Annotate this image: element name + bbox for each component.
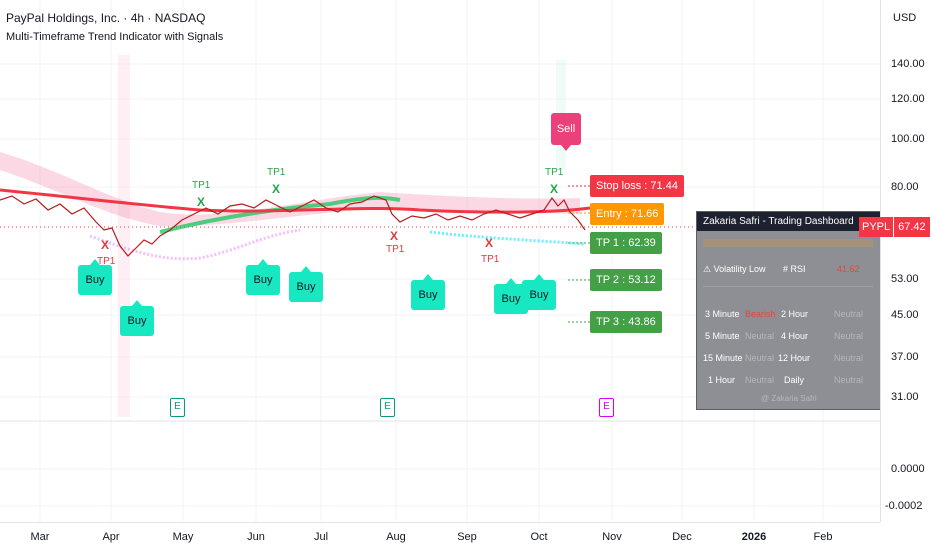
time-tick: Jul bbox=[313, 531, 329, 543]
tf-4h-value: Neutral bbox=[834, 331, 864, 341]
buy-signal: Buy bbox=[522, 274, 556, 310]
tp1-marker-top: TP1 bbox=[192, 180, 211, 191]
price-tick: 80.00 bbox=[891, 181, 919, 193]
tf-15min-value: Neutral bbox=[745, 353, 775, 363]
buy-signal: Buy bbox=[120, 300, 154, 336]
last-price-badge: 67.42 bbox=[894, 217, 930, 237]
tf-3min-value: Bearish bbox=[745, 309, 776, 319]
tp1-marker-bottom: TP1 bbox=[97, 256, 116, 267]
dashboard-divider bbox=[703, 286, 873, 287]
ma-dotted-cyan bbox=[429, 230, 586, 246]
ma-ribbon-green bbox=[159, 195, 401, 234]
time-tick: Jun bbox=[247, 531, 265, 543]
time-tick: Nov bbox=[602, 531, 622, 543]
buy-signal: Buy bbox=[411, 274, 445, 310]
price-tick: 37.00 bbox=[891, 351, 919, 363]
earnings-marker-upcoming[interactable]: E bbox=[599, 398, 614, 417]
price-tick: 120.00 bbox=[891, 93, 925, 105]
price-tick: 53.00 bbox=[891, 273, 919, 285]
price-tick: 0.0000 bbox=[891, 463, 925, 475]
tf-4h-label: 4 Hour bbox=[781, 331, 809, 341]
time-tick: Aug bbox=[386, 531, 406, 543]
bearish-highlight-band bbox=[118, 55, 130, 417]
tf-daily-label: Daily bbox=[784, 375, 805, 385]
price-tick: -0.0002 bbox=[885, 500, 923, 512]
volatility-value: Low bbox=[749, 264, 766, 274]
time-axis[interactable]: Mar Apr May Jun Jul Aug Sep Oct Nov Dec … bbox=[0, 522, 880, 551]
dashboard-title: Zakaria Safri - Trading Dashboard bbox=[697, 212, 880, 231]
time-tick-year: 2026 bbox=[741, 531, 767, 543]
tp1-marker-bottom: TP1 bbox=[481, 254, 500, 265]
tf-2h-label: 2 Hour bbox=[781, 309, 809, 319]
buy-signal: Buy bbox=[246, 259, 280, 295]
buy-signal: Buy bbox=[289, 266, 323, 302]
tf-2h-value: Neutral bbox=[834, 309, 864, 319]
tf-5min-label: 5 Minute bbox=[705, 331, 740, 341]
tf-5min-value: Neutral bbox=[745, 331, 775, 341]
symbol-badge: PYPL bbox=[859, 217, 894, 237]
x-marker-green: X bbox=[550, 182, 559, 196]
tf-daily-value: Neutral bbox=[834, 375, 864, 385]
stop-loss-tag: Stop loss : 71.44 bbox=[590, 175, 684, 197]
tp1-marker-top: TP1 bbox=[267, 167, 286, 178]
tp1-marker-bottom: TP1 bbox=[386, 244, 405, 255]
price-axis[interactable]: USD 140.00 120.00 100.00 80.00 53.00 45.… bbox=[880, 0, 932, 522]
time-tick: Sep bbox=[457, 531, 477, 543]
tp2-tag: TP 2 : 53.12 bbox=[590, 269, 662, 291]
buy-signal: Buy bbox=[78, 259, 112, 295]
earnings-marker[interactable]: E bbox=[380, 398, 395, 417]
tf-12h-label: 12 Hour bbox=[778, 353, 811, 363]
indicator-name[interactable]: Multi-Timeframe Trend Indicator with Sig… bbox=[6, 31, 224, 43]
time-tick: Apr bbox=[102, 531, 120, 543]
price-tick: 140.00 bbox=[891, 58, 925, 70]
time-tick: Dec bbox=[672, 531, 692, 543]
price-series bbox=[0, 195, 586, 257]
ma-ribbon-upper bbox=[0, 152, 580, 227]
price-tick: 31.00 bbox=[891, 391, 919, 403]
price-tick: 45.00 bbox=[891, 309, 919, 321]
price-tick: 100.00 bbox=[891, 133, 925, 145]
sell-signal: Sell bbox=[551, 113, 581, 145]
ma-dotted-magenta bbox=[89, 228, 301, 261]
trading-dashboard: Zakaria Safri - Trading Dashboard ⚠ Vola… bbox=[696, 211, 881, 410]
symbol-title[interactable]: PayPal Holdings, Inc. · 4h · NASDAQ bbox=[6, 11, 206, 25]
chart-area[interactable]: PayPal Holdings, Inc. · 4h · NASDAQ Mult… bbox=[0, 0, 881, 522]
earnings-marker[interactable]: E bbox=[170, 398, 185, 417]
x-marker-red: X bbox=[390, 229, 399, 243]
time-tick: Oct bbox=[530, 531, 548, 543]
dashboard-status-row bbox=[703, 239, 873, 247]
sell-label: Sell bbox=[556, 123, 576, 135]
x-marker-green: X bbox=[197, 195, 206, 209]
tf-1h-label: 1 Hour bbox=[708, 375, 736, 385]
tf-15min-label: 15 Minute bbox=[703, 353, 743, 363]
tp1-marker-top: TP1 bbox=[545, 167, 564, 178]
volatility-label: ⚠ Volatility bbox=[703, 264, 747, 274]
currency-label[interactable]: USD bbox=[893, 12, 917, 24]
time-tick: Mar bbox=[30, 531, 50, 543]
x-marker-red: X bbox=[485, 236, 494, 250]
tf-12h-value: Neutral bbox=[834, 353, 864, 363]
rsi-label: # RSI bbox=[783, 264, 806, 274]
symbol-price-badge[interactable]: PYPL 67.42 bbox=[859, 217, 930, 237]
ma-line-red bbox=[0, 188, 591, 214]
time-tick: Feb bbox=[813, 531, 833, 543]
entry-tag: Entry : 71.66 bbox=[590, 203, 665, 225]
sell-pointer bbox=[561, 145, 571, 151]
tp1-tag: TP 1 : 62.39 bbox=[590, 232, 662, 254]
dashboard-footer: @ Zakaria Safri bbox=[761, 394, 817, 403]
rsi-value: 41.62 bbox=[837, 264, 860, 274]
x-marker-green: X bbox=[272, 182, 281, 196]
tf-3min-label: 3 Minute bbox=[705, 309, 740, 319]
x-marker-red: X bbox=[101, 238, 110, 252]
tf-1h-value: Neutral bbox=[745, 375, 775, 385]
tp3-tag: TP 3 : 43.86 bbox=[590, 311, 662, 333]
time-tick: May bbox=[172, 531, 194, 543]
